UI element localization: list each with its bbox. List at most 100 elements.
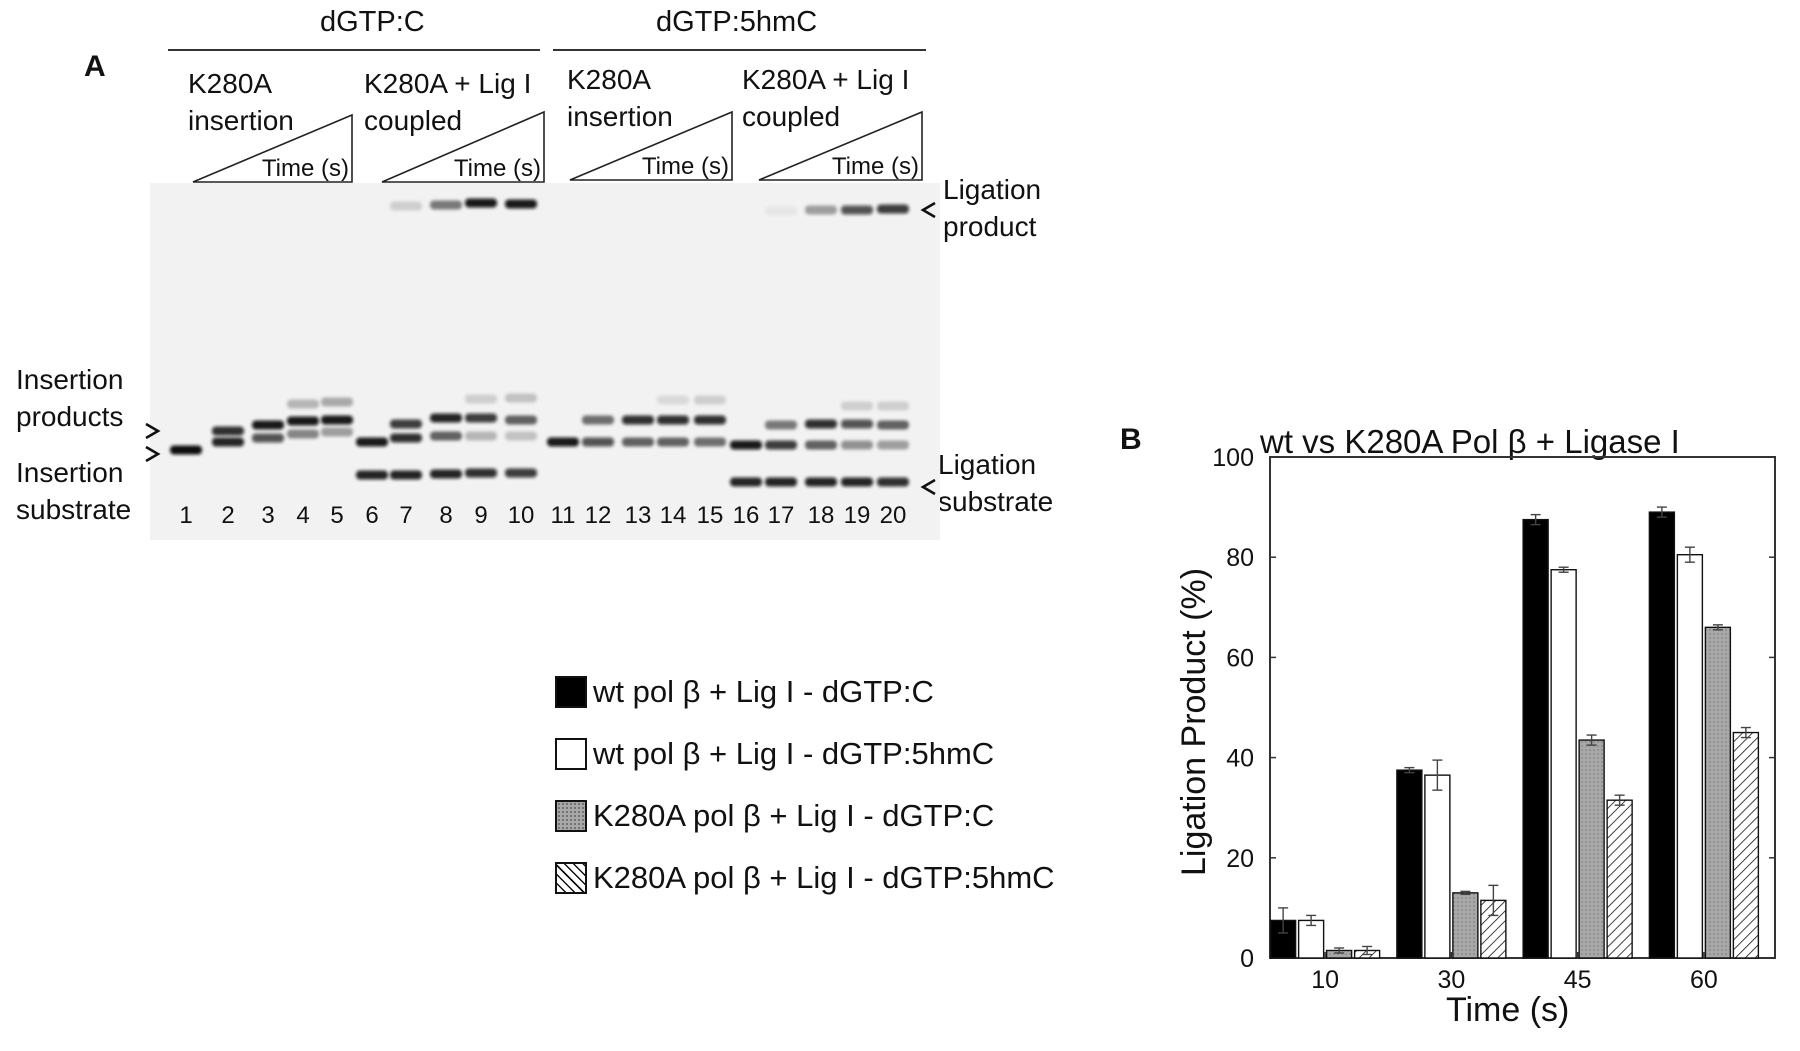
subgroup-label: K280A insertion bbox=[567, 62, 673, 136]
y-tick-label: 20 bbox=[1226, 845, 1254, 873]
x-tick-label: 45 bbox=[1564, 966, 1592, 994]
legend-label: K280A pol β + Lig I - dGTP:C bbox=[593, 798, 995, 833]
gel-band bbox=[505, 431, 537, 441]
label-line: Insertion bbox=[16, 457, 124, 488]
gel-band bbox=[356, 470, 388, 480]
bar bbox=[1578, 739, 1605, 959]
gel-band bbox=[465, 198, 497, 208]
legend-swatch-gray bbox=[555, 800, 587, 832]
lane-number: 19 bbox=[844, 502, 871, 529]
gel-band bbox=[805, 440, 837, 450]
subgroup-line: K280A bbox=[188, 68, 273, 99]
lane-number: 6 bbox=[365, 502, 378, 529]
legend-label: wt pol β + Lig I - dGTP:C bbox=[593, 674, 934, 709]
bar bbox=[1676, 553, 1704, 959]
lane-number: 8 bbox=[439, 502, 452, 529]
gel-band bbox=[582, 415, 614, 425]
gel-band bbox=[657, 437, 689, 447]
label-line: Ligation bbox=[938, 449, 1037, 480]
lane-number: 10 bbox=[508, 502, 535, 529]
gel-band bbox=[765, 206, 797, 216]
insertion-products-label: Insertion products bbox=[16, 362, 123, 436]
gel-band bbox=[694, 415, 726, 425]
y-tick-label: 80 bbox=[1226, 544, 1254, 572]
gel-band bbox=[765, 440, 797, 450]
subgroup-line: K280A + Lig I bbox=[364, 68, 532, 99]
gel-band bbox=[841, 440, 873, 450]
bar bbox=[1732, 731, 1760, 959]
time-label: Time (s) bbox=[262, 155, 349, 182]
gel-band bbox=[287, 416, 319, 426]
legend-item: wt pol β + Lig I - dGTP:C bbox=[555, 672, 934, 712]
legend-item: K280A pol β + Lig I - dGTP:C bbox=[555, 796, 994, 836]
subgroup-line: insertion bbox=[188, 104, 294, 136]
time-label: Time (s) bbox=[832, 153, 919, 180]
lane-number: 5 bbox=[330, 502, 343, 529]
x-tick-label: 60 bbox=[1690, 966, 1718, 994]
panel-b-letter: B bbox=[1120, 423, 1142, 456]
gel-band bbox=[694, 395, 726, 405]
lane-number: 11 bbox=[551, 502, 576, 529]
gel-band bbox=[877, 440, 909, 450]
bar bbox=[1353, 949, 1381, 959]
x-tick-label: 30 bbox=[1437, 966, 1465, 994]
gel-band bbox=[877, 401, 909, 411]
gel-band bbox=[430, 469, 462, 479]
panel-a-letter: A bbox=[84, 50, 106, 83]
bar bbox=[1704, 626, 1732, 959]
subgroup-line: coupled bbox=[364, 104, 463, 136]
gel-band bbox=[877, 204, 909, 214]
gel-band bbox=[465, 468, 497, 478]
gel-band bbox=[582, 437, 614, 447]
lane-number: 3 bbox=[261, 502, 274, 529]
insertion-products-arrow bbox=[145, 422, 161, 440]
gel-band bbox=[252, 420, 284, 430]
gel-band bbox=[505, 199, 537, 209]
legend-label: wt pol β + Lig I - dGTP:5hmC bbox=[593, 736, 995, 771]
gel-band bbox=[212, 437, 244, 447]
bar bbox=[1396, 769, 1423, 959]
gel-band bbox=[390, 433, 422, 443]
gel-band bbox=[877, 477, 909, 487]
label-line: substrate bbox=[938, 485, 1054, 517]
gel-band bbox=[841, 205, 873, 215]
time-label: Time (s) bbox=[642, 153, 729, 180]
gel-band bbox=[765, 420, 797, 430]
group-header-dgtp-c: dGTP:C bbox=[320, 6, 425, 38]
subgroup-label: K280A + Lig I coupled bbox=[364, 66, 531, 140]
legend-item: wt pol β + Lig I - dGTP:5hmC bbox=[555, 734, 994, 774]
gel-band bbox=[694, 437, 726, 447]
gel-band bbox=[390, 470, 422, 480]
gel-band bbox=[657, 415, 689, 425]
label-line: product bbox=[943, 210, 1037, 242]
ligation-substrate-label: Ligation substrate bbox=[938, 447, 1053, 521]
gel-band bbox=[356, 437, 388, 447]
gel-background bbox=[150, 183, 940, 540]
bar bbox=[1480, 899, 1507, 959]
gel-band bbox=[465, 413, 497, 423]
gel-band bbox=[505, 468, 537, 478]
bar bbox=[1424, 774, 1451, 959]
lane-number: 9 bbox=[474, 502, 487, 529]
ligation-product-label: Ligation product bbox=[943, 172, 1041, 246]
legend-swatch-hatched bbox=[555, 862, 587, 894]
gel-band bbox=[465, 431, 497, 441]
legend-label: K280A pol β + Lig I - dGTP:5hmC bbox=[593, 860, 1055, 895]
label-line: Insertion bbox=[16, 364, 124, 395]
lane-number: 2 bbox=[221, 502, 234, 529]
legend-swatch-black bbox=[555, 676, 587, 708]
lane-number: 20 bbox=[880, 502, 907, 529]
gel-band bbox=[287, 429, 319, 439]
gel-band bbox=[321, 427, 353, 437]
y-tick-label: 0 bbox=[1240, 945, 1254, 973]
lane-number: 4 bbox=[296, 502, 309, 529]
gel-band bbox=[730, 440, 762, 450]
lane-number: 16 bbox=[733, 502, 760, 529]
insertion-substrate-arrow bbox=[145, 445, 161, 463]
group-header-dgtp-5hmc: dGTP:5hmC bbox=[656, 6, 818, 38]
x-tick-label: 10 bbox=[1311, 966, 1339, 994]
gel-band bbox=[390, 201, 422, 211]
gel-band bbox=[805, 419, 837, 429]
lane-number: 15 bbox=[697, 502, 724, 529]
subgroup-line: K280A + Lig I bbox=[742, 64, 910, 95]
